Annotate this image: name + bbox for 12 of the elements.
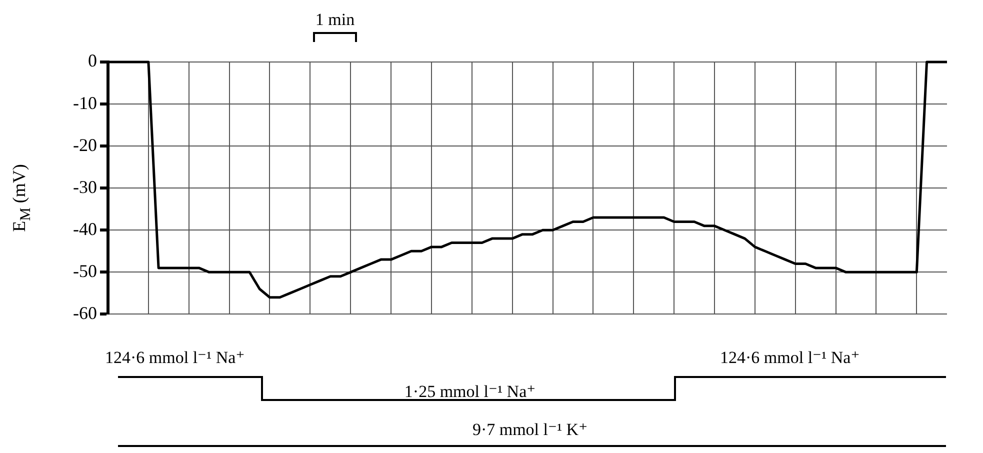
y-tick-label: -60: [73, 302, 97, 323]
text: 124·6 mmol l⁻¹ Na⁺: [720, 348, 860, 368]
y-tick-label: -10: [73, 92, 97, 113]
text: 124·6 mmol l⁻¹ Na⁺: [105, 348, 245, 368]
y-tick-label: 0: [88, 50, 97, 71]
y-tick-label: -50: [73, 260, 97, 281]
y-tick-label: -20: [73, 134, 97, 155]
y-tick-label: -40: [73, 218, 97, 239]
text: 9·7 mmol l⁻¹ K⁺: [472, 420, 588, 440]
y-tick-label: -30: [73, 176, 97, 197]
text: 1·25 mmol l⁻¹ Na⁺: [404, 382, 536, 402]
text: 1 min: [315, 10, 355, 30]
